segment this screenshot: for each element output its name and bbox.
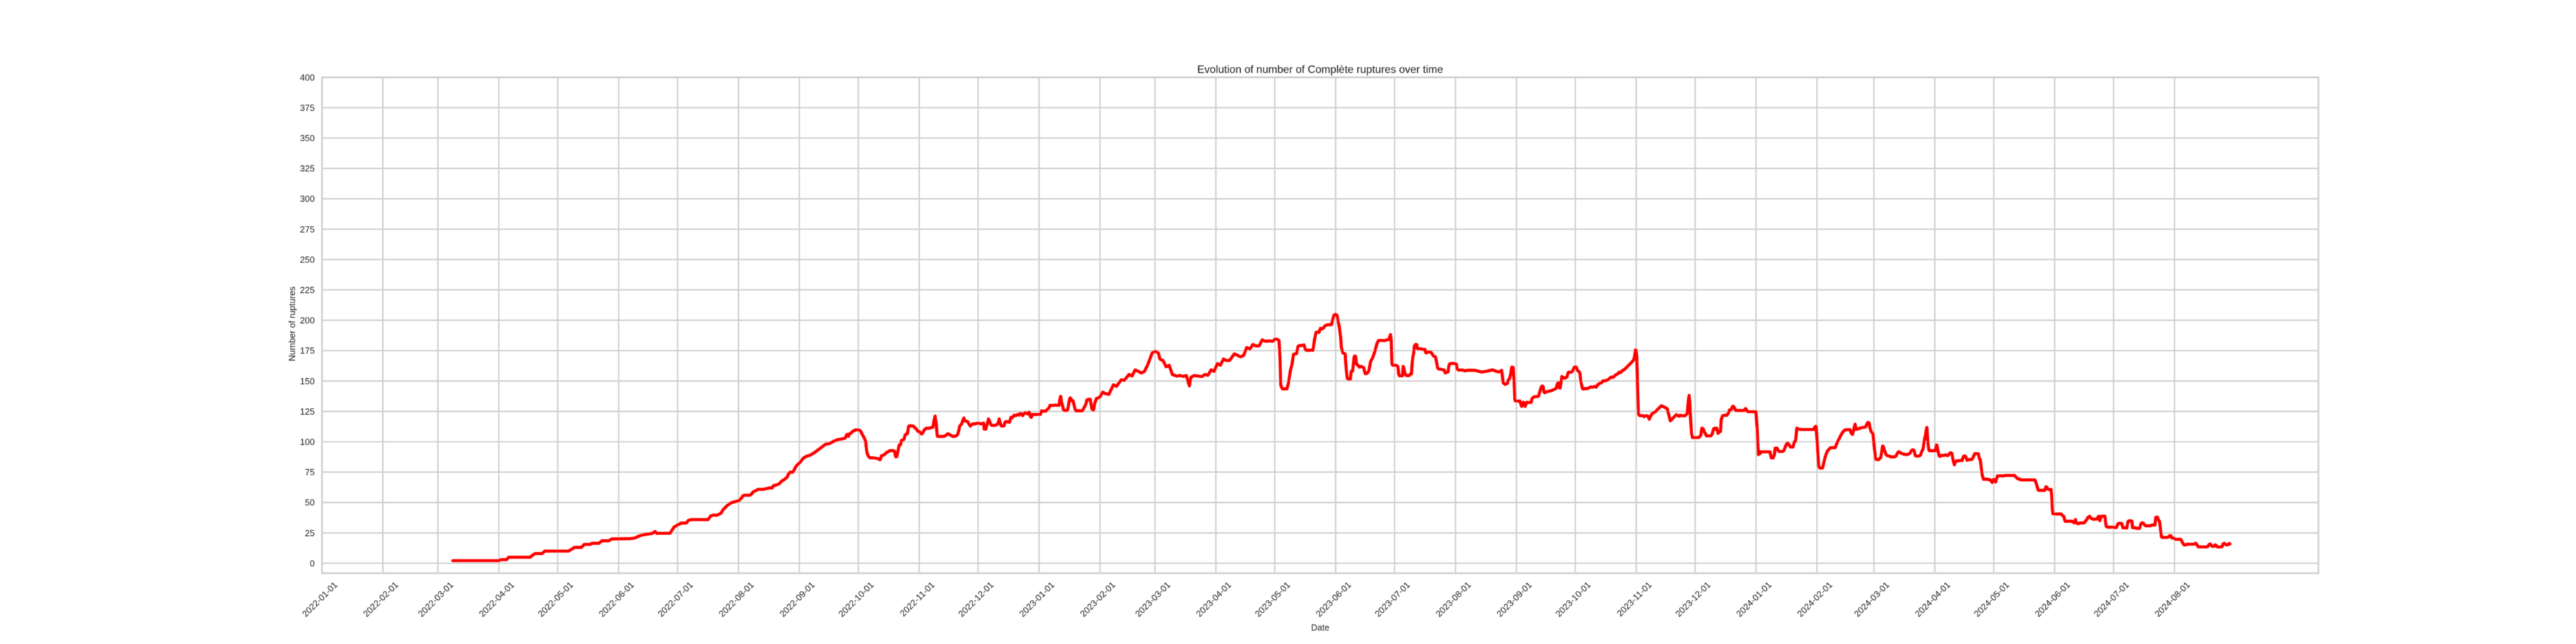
svg-text:Number of ruptures: Number of ruptures	[288, 287, 297, 362]
svg-text:Evolution of number of Complèt: Evolution of number of Complète ruptures…	[1197, 64, 1443, 76]
svg-text:325: 325	[300, 163, 315, 174]
svg-text:0: 0	[310, 558, 315, 568]
svg-text:25: 25	[305, 528, 315, 538]
svg-text:150: 150	[300, 376, 315, 386]
svg-text:300: 300	[300, 194, 315, 204]
svg-text:375: 375	[300, 103, 315, 113]
svg-text:275: 275	[300, 224, 315, 234]
svg-text:400: 400	[300, 72, 315, 83]
svg-text:350: 350	[300, 133, 315, 143]
svg-text:125: 125	[300, 406, 315, 417]
svg-text:Date: Date	[1311, 623, 1330, 633]
svg-text:200: 200	[300, 315, 315, 326]
svg-text:225: 225	[300, 284, 315, 295]
svg-text:50: 50	[305, 497, 315, 508]
svg-text:100: 100	[300, 437, 315, 447]
svg-text:175: 175	[300, 346, 315, 356]
svg-text:75: 75	[305, 467, 315, 477]
svg-text:250: 250	[300, 254, 315, 264]
